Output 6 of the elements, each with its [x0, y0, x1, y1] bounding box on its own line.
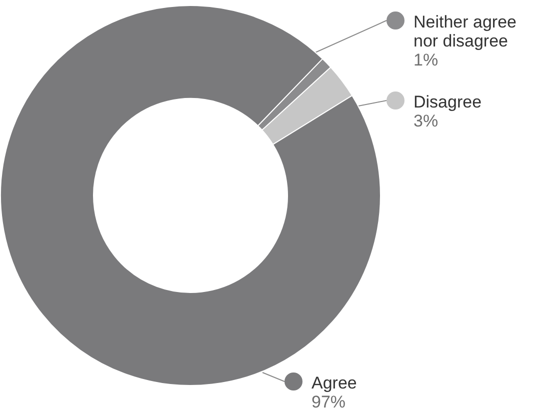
- legend-label: Disagree: [414, 92, 482, 112]
- data-label: 3%: [414, 112, 438, 130]
- data-label: 97%: [312, 392, 346, 412]
- data-label: 1%: [414, 50, 438, 70]
- legend-label: Neither agree nor disagree: [414, 12, 517, 50]
- legend-label: Agree: [312, 374, 357, 392]
